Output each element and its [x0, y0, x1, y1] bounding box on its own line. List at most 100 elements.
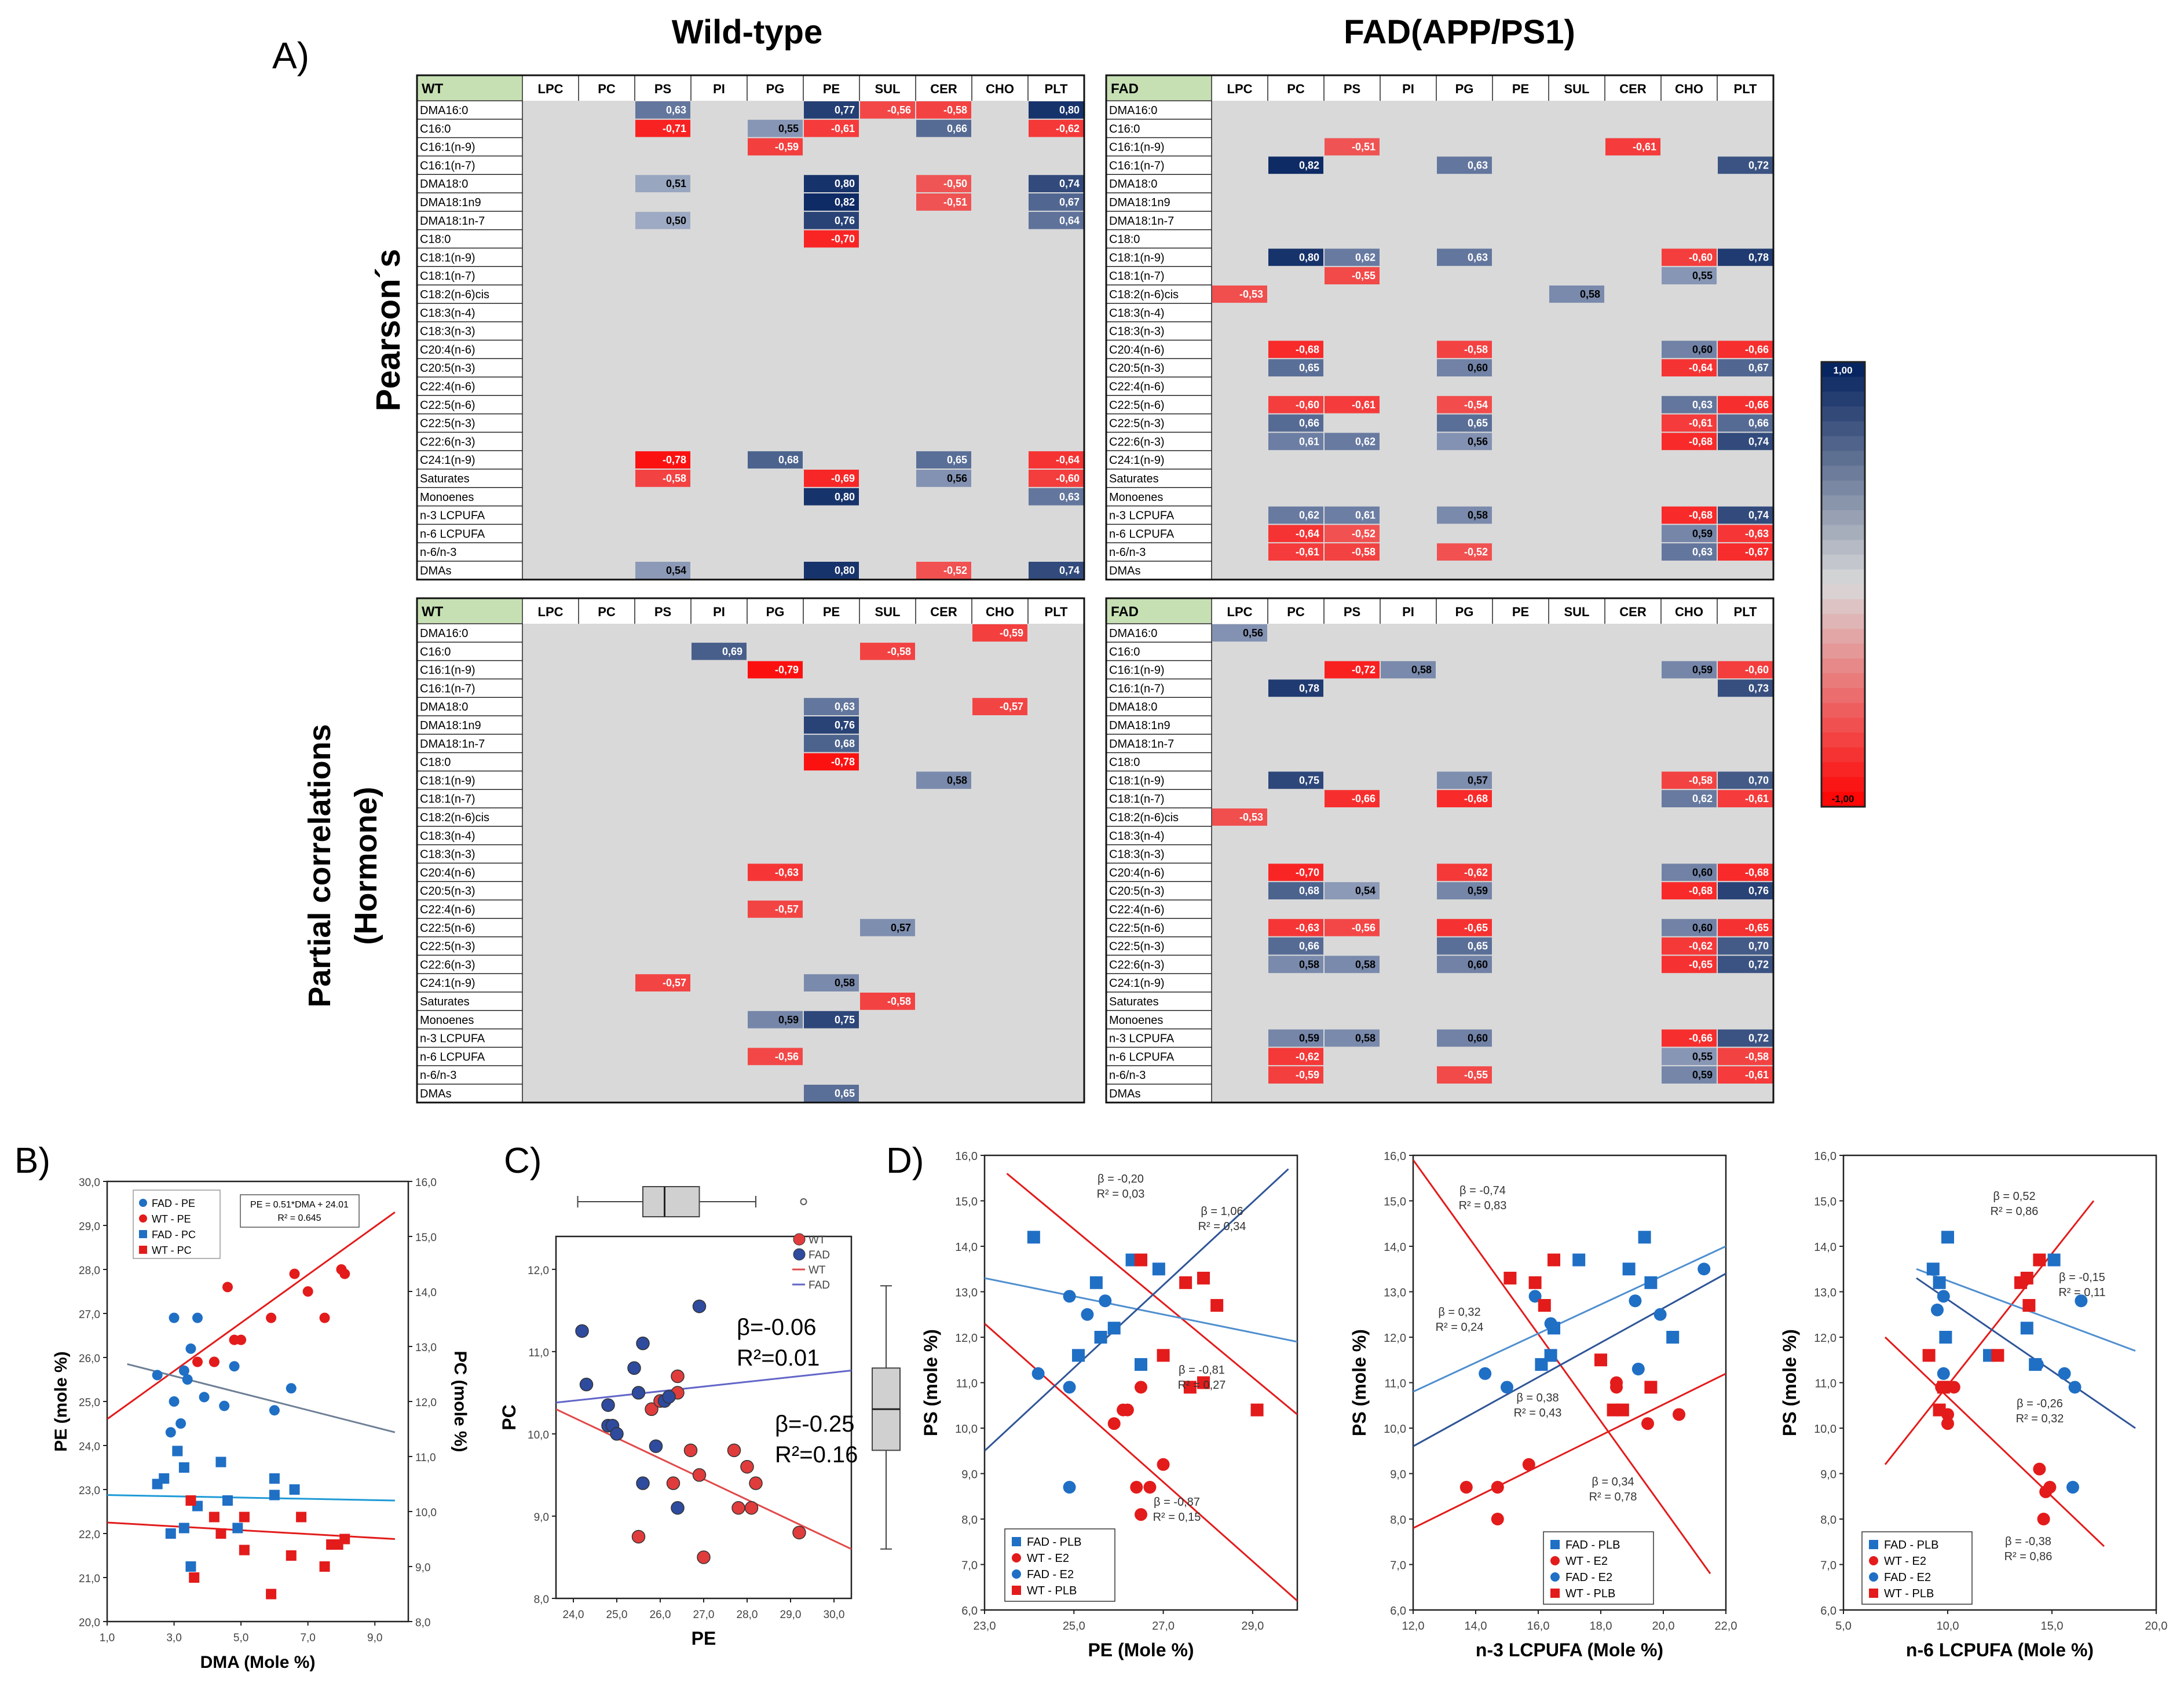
data-point-square — [222, 1495, 233, 1506]
correlation-cell — [804, 488, 859, 506]
annotation-r2: R² = 0,86 — [2004, 1550, 2053, 1563]
data-point-square — [266, 1589, 277, 1600]
x-tick-label: 15,0 — [2041, 1620, 2064, 1633]
correlation-cell — [804, 175, 859, 192]
column-header: PE — [1512, 82, 1529, 96]
correlation-cell — [1718, 679, 1773, 697]
correlation-value: -0,50 — [943, 178, 967, 189]
correlation-cell — [1662, 248, 1717, 266]
correlation-value: 0,57 — [1468, 774, 1488, 786]
correlation-value: -0,60 — [1689, 251, 1713, 263]
correlation-cell — [1718, 790, 1773, 807]
correlation-cell — [1662, 414, 1717, 432]
correlation-value: -0,68 — [1745, 866, 1769, 878]
data-point-circle — [1698, 1262, 1711, 1276]
column-header: PC — [1287, 82, 1305, 96]
column-header: LPC — [538, 605, 564, 619]
y-tick-label: 23,0 — [79, 1485, 100, 1497]
data-point-circle — [1491, 1513, 1504, 1525]
y-tick-label: 16,0 — [955, 1150, 978, 1163]
correlation-cell — [635, 175, 690, 192]
data-point-square — [2047, 1253, 2061, 1267]
legend-marker — [1550, 1556, 1560, 1565]
correlation-cell — [1381, 661, 1436, 679]
correlation-value: 0,72 — [1748, 159, 1769, 171]
correlation-cell — [635, 974, 690, 991]
correlation-cell — [1268, 433, 1323, 451]
row-label: C22:6(n-3) — [420, 436, 475, 448]
data-point-square — [2020, 1271, 2033, 1285]
x-tick-label: 22,0 — [1715, 1620, 1737, 1633]
table-group-cell — [418, 76, 522, 100]
correlation-value: -0,51 — [943, 196, 967, 208]
correlation-value: -0,54 — [1464, 399, 1488, 411]
correlation-cell — [1029, 562, 1084, 579]
legend-label: WT - PLB — [1884, 1587, 1934, 1600]
data-point-circle — [662, 1390, 676, 1404]
data-point-circle — [1941, 1417, 1954, 1430]
data-point-circle — [1063, 1481, 1076, 1494]
row-label: C22:5(n-3) — [1109, 941, 1165, 953]
correlation-value: -0,57 — [775, 903, 799, 915]
correlation-cell — [1268, 918, 1323, 936]
correlation-cell — [1437, 543, 1492, 561]
row-label: C18:1(n-7) — [1109, 793, 1165, 806]
annotation-r2: R² = 0,43 — [1514, 1407, 1562, 1419]
row-label: Monoenes — [420, 1014, 474, 1027]
row-label: C20:5(n-3) — [420, 885, 475, 898]
correlation-value: 0,58 — [1355, 1033, 1375, 1044]
data-point-square — [1197, 1376, 1210, 1389]
table-group-label: WT — [422, 604, 444, 620]
correlation-value: 0,58 — [1355, 958, 1375, 970]
correlation-value: -0,61 — [1296, 546, 1319, 558]
correlation-value: -0,52 — [1352, 528, 1375, 539]
y-tick-label: 30,0 — [79, 1177, 100, 1189]
x-tick-label: 27,0 — [693, 1609, 715, 1621]
y-tick-label: 9,0 — [1820, 1469, 1837, 1481]
row-label: DMAs — [420, 565, 451, 577]
colorbar-step — [1821, 480, 1865, 496]
correlation-value: 0,61 — [1299, 436, 1319, 447]
colorbar-step — [1821, 628, 1865, 644]
row-label: Saturates — [420, 473, 470, 485]
heatmap-fad-pearson: FAD LPC PC PS PI PG PE SUL CER CHO PLT DMA16:0 C16:0… — [1105, 74, 1775, 581]
annotation-beta: β = -0,74 — [1459, 1184, 1506, 1197]
y-tick-label: 21,0 — [79, 1573, 100, 1585]
data-point-circle — [2068, 1381, 2081, 1394]
y-tick-label: 10,0 — [1384, 1423, 1406, 1436]
annotation-beta: β = -0,20 — [1098, 1173, 1144, 1185]
data-point-circle — [740, 1459, 754, 1474]
y-axis-label: PS (mole %) — [920, 1329, 941, 1436]
correlation-value: -0,66 — [1689, 1033, 1713, 1044]
correlation-cell — [1718, 771, 1773, 789]
correlation-cell — [1437, 156, 1492, 174]
row-label: C16:0 — [420, 646, 451, 658]
annotation-r2: R² = 0,11 — [2058, 1286, 2105, 1299]
legend-label: FAD — [809, 1279, 830, 1291]
correlation-value: 0,80 — [835, 565, 855, 576]
correlation-value: 0,68 — [835, 738, 855, 749]
correlation-cell — [1437, 882, 1492, 899]
correlation-value: 0,63 — [1059, 491, 1080, 503]
row-label: DMA18:1n-7 — [420, 215, 485, 228]
row-label: DMA18:1n-7 — [1109, 215, 1174, 228]
annotation-box — [240, 1194, 360, 1228]
correlation-cell — [1268, 396, 1323, 413]
y-tick-label: 15,0 — [1814, 1196, 1837, 1209]
annotation-beta: β = -0,15 — [2059, 1271, 2105, 1284]
y2-axis-label: PC (mole %) — [451, 1351, 470, 1452]
correlation-value: -0,66 — [1745, 399, 1769, 411]
column-header: CER — [1619, 82, 1647, 96]
correlation-cell — [1029, 488, 1084, 506]
row-label: C18:1(n-7) — [420, 270, 475, 283]
legend-label: WT — [809, 1264, 826, 1276]
trendlines — [107, 1211, 396, 1540]
data-point-circle — [2033, 1462, 2046, 1476]
colorbar-max-label: 1,00 — [1833, 365, 1852, 376]
legend-marker — [793, 1248, 806, 1261]
correlation-value: 0,68 — [778, 454, 799, 466]
correlation-value: 0,60 — [1468, 958, 1488, 970]
correlation-cell — [1662, 359, 1717, 376]
correlation-cell — [1325, 248, 1380, 266]
data-point-circle — [2066, 1481, 2079, 1494]
